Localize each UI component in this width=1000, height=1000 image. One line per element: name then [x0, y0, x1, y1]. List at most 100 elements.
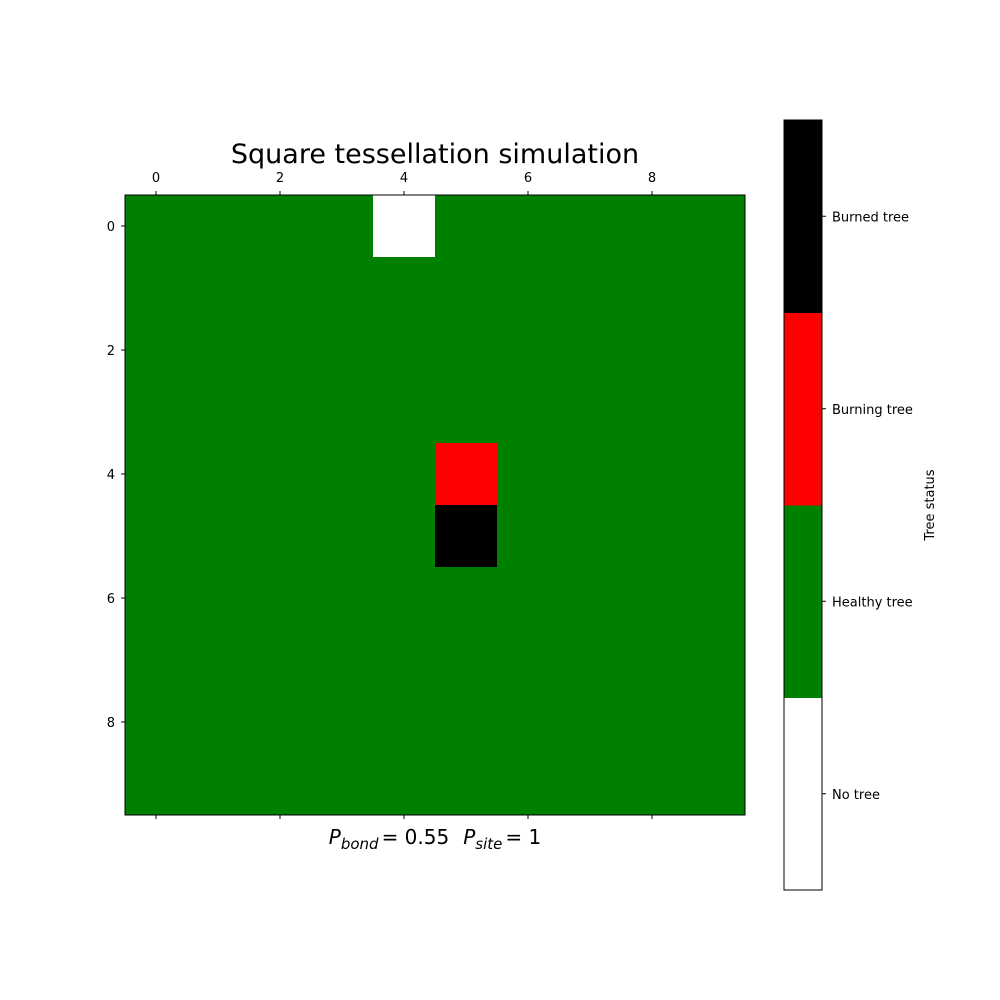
heatmap-cell — [435, 195, 498, 258]
heatmap-cell — [125, 319, 188, 382]
heatmap-cell — [683, 691, 746, 754]
heatmap-cell — [683, 753, 746, 816]
heatmap-cell — [249, 257, 312, 320]
heatmap-cell — [497, 195, 560, 258]
heatmap-cell — [559, 319, 622, 382]
heatmap-cell — [559, 443, 622, 506]
heatmap-cell — [125, 443, 188, 506]
heatmap-cell — [621, 195, 684, 258]
site-symbol: P — [463, 825, 476, 849]
heatmap-cell — [683, 567, 746, 630]
heatmap-cell — [683, 319, 746, 382]
heatmap-cell — [187, 319, 250, 382]
bond-subscript: bond — [341, 835, 379, 853]
colorbar — [784, 120, 822, 891]
heatmap-cell — [559, 257, 622, 320]
heatmap-cell — [311, 567, 374, 630]
y-tick-label: 6 — [107, 592, 115, 607]
heatmap-cell — [249, 753, 312, 816]
colorbar-tick-label: Burning tree — [832, 403, 913, 418]
heatmap-cell — [125, 195, 188, 258]
heatmap-cell — [373, 443, 436, 506]
heatmap-cell — [311, 257, 374, 320]
heatmap-cell — [187, 257, 250, 320]
x-axis-top: 0 2 4 6 8 — [152, 171, 656, 195]
heatmap-cell — [187, 195, 250, 258]
heatmap-cell — [621, 505, 684, 568]
colorbar-tick-label: Healthy tree — [832, 595, 913, 610]
x-tick-label: 6 — [524, 171, 532, 186]
heatmap-cell — [621, 381, 684, 444]
heatmap-cell — [435, 629, 498, 692]
heatmap-cell — [683, 381, 746, 444]
heatmap-cell — [683, 443, 746, 506]
heatmap-cell — [373, 257, 436, 320]
heatmap-cell — [125, 567, 188, 630]
x-tick-label: 8 — [648, 171, 656, 186]
y-tick-label: 2 — [107, 344, 115, 359]
heatmap-cell — [621, 319, 684, 382]
heatmap-cell — [683, 195, 746, 258]
heatmap-cell — [187, 691, 250, 754]
heatmap-cell — [435, 381, 498, 444]
heatmap-cell — [249, 381, 312, 444]
heatmap-cell — [559, 567, 622, 630]
heatmap-cell — [621, 691, 684, 754]
y-tick-label: 8 — [107, 716, 115, 731]
colorbar-segment — [784, 697, 822, 891]
heatmap-cell — [187, 629, 250, 692]
heatmap-cell — [311, 505, 374, 568]
heatmap-cell — [497, 505, 560, 568]
colorbar-segment — [784, 312, 822, 506]
heatmap-cell — [497, 567, 560, 630]
heatmap-cell — [435, 567, 498, 630]
plot-frame — [124, 194, 746, 816]
heatmap-cell — [373, 691, 436, 754]
heatmap-cell — [435, 691, 498, 754]
heatmap-cell — [187, 505, 250, 568]
heatmap-cell — [435, 257, 498, 320]
colorbar-tick-label: Burned tree — [832, 210, 909, 225]
heatmap-cell — [559, 753, 622, 816]
heatmap-cell — [373, 629, 436, 692]
heatmap-cell — [373, 505, 436, 568]
heatmap-cell — [497, 691, 560, 754]
heatmap-cell — [435, 319, 498, 382]
heatmap-cell — [621, 567, 684, 630]
bond-value: = 0.55 — [382, 825, 450, 849]
bond-symbol: P — [329, 825, 342, 849]
heatmap-cell — [559, 195, 622, 258]
heatmap-cell — [373, 195, 436, 258]
heatmap-cell — [311, 195, 374, 258]
heatmap-cell — [497, 257, 560, 320]
heatmap-cell — [311, 381, 374, 444]
heatmap-cell — [497, 629, 560, 692]
heatmap-cell — [683, 257, 746, 320]
x-tick-label: 4 — [400, 171, 408, 186]
heatmap-cell — [249, 195, 312, 258]
heatmap-cell — [311, 443, 374, 506]
heatmap-cell — [559, 381, 622, 444]
heatmap-cell — [249, 567, 312, 630]
heatmap-cell — [125, 505, 188, 568]
heatmap-cell — [497, 443, 560, 506]
heatmap-cell — [125, 753, 188, 816]
heatmap-cell — [621, 629, 684, 692]
y-axis: 0 2 4 6 8 — [107, 220, 125, 731]
heatmap-cell — [497, 381, 560, 444]
colorbar-segment — [784, 505, 822, 698]
heatmap-cell — [311, 629, 374, 692]
x-tick-label: 0 — [152, 171, 160, 186]
x-tick-label: 2 — [276, 171, 284, 186]
heatmap-cell — [435, 443, 498, 506]
heatmap-cell — [373, 319, 436, 382]
heatmap-cell — [311, 319, 374, 382]
heatmap-cell — [373, 381, 436, 444]
heatmap-cell — [311, 753, 374, 816]
colorbar-label: Tree status — [923, 469, 938, 541]
chart-title: Square tessellation simulation — [231, 139, 639, 170]
heatmap-cell — [249, 629, 312, 692]
heatmap-cell — [621, 443, 684, 506]
heatmap-cell — [683, 505, 746, 568]
